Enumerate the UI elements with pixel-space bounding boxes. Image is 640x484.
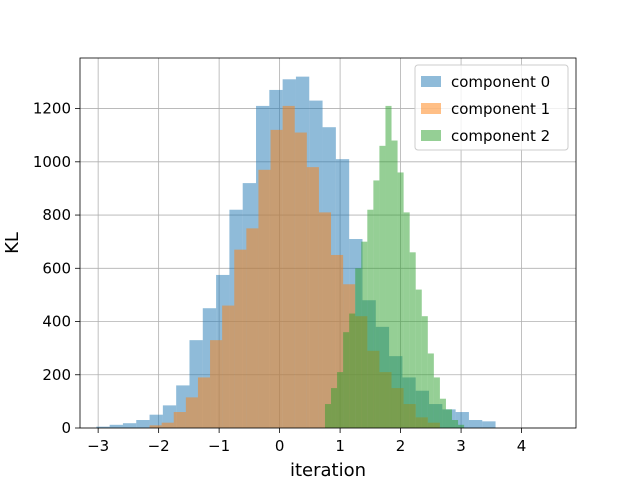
x-tick-label: 1 — [335, 437, 345, 455]
histogram-bar — [482, 421, 496, 428]
x-tick-label: 2 — [396, 437, 406, 455]
x-tick-label: −2 — [148, 437, 170, 455]
y-tick-label: 800 — [42, 206, 71, 224]
histogram-bar — [409, 252, 416, 428]
histogram-bar — [427, 353, 434, 428]
histogram-bar — [337, 372, 344, 428]
legend-swatch — [421, 103, 441, 114]
histogram-bar — [331, 388, 338, 428]
series-2-bars — [324, 105, 465, 428]
legend-box — [414, 64, 569, 151]
legend-label: component 2 — [451, 127, 550, 145]
histogram-bar — [109, 424, 123, 428]
y-tick-label: 0 — [61, 419, 71, 437]
histogram-bar — [234, 249, 247, 428]
histogram-bar — [161, 422, 174, 428]
histogram-bar — [149, 425, 162, 428]
histogram-bar — [324, 404, 332, 428]
histogram-bar — [458, 424, 465, 428]
legend-swatch — [421, 76, 441, 87]
histogram-bar — [222, 305, 235, 428]
y-tick-label: 200 — [42, 366, 71, 384]
legend: component 0 component 1 component 2 — [414, 64, 569, 151]
x-tick-label: −1 — [208, 437, 230, 455]
histogram-bar — [173, 412, 186, 428]
histogram-bar — [149, 414, 163, 428]
plot-frame — [79, 57, 577, 429]
y-tick-label: 1200 — [33, 100, 71, 118]
histogram-bars — [96, 76, 496, 429]
histogram-bar — [96, 426, 110, 428]
histogram-bar — [136, 420, 150, 428]
x-axis-label: iteration — [290, 460, 366, 480]
histogram-bar — [433, 377, 440, 428]
x-tick-label: 4 — [517, 437, 527, 455]
y-tick-label: 400 — [42, 313, 71, 331]
legend-label: component 0 — [451, 73, 550, 91]
histogram-bar — [439, 398, 446, 428]
x-tick-label: −3 — [87, 437, 109, 455]
histogram-bar — [246, 228, 259, 428]
histogram-bar — [403, 212, 410, 428]
histogram-bar — [379, 145, 386, 428]
histogram-bar — [355, 268, 362, 428]
histogram-bar — [385, 105, 392, 428]
histogram-bar — [361, 241, 368, 428]
histogram-bar — [197, 377, 211, 428]
histogram-bar — [455, 412, 469, 428]
histogram-bar — [162, 405, 177, 428]
histogram-bar — [258, 169, 271, 428]
x-tick-label: 0 — [275, 437, 285, 455]
histogram-bar — [270, 129, 283, 429]
histogram-bar — [318, 212, 332, 428]
histogram-bar — [349, 313, 356, 428]
histogram-bar — [373, 180, 380, 428]
histogram-bar — [452, 420, 459, 428]
histogram-bar — [397, 172, 404, 428]
histogram-bar — [306, 167, 319, 428]
histogram-bar — [391, 140, 398, 428]
histogram-bar — [210, 340, 223, 428]
histogram-bar — [468, 420, 483, 428]
histogram-bar — [421, 316, 428, 428]
histogram-bar — [294, 132, 307, 428]
legend-label: component 1 — [451, 100, 550, 118]
histogram-bar — [185, 397, 198, 428]
y-axis-label: KL — [2, 232, 23, 254]
histogram-bar — [415, 289, 422, 428]
histogram-bar — [282, 105, 295, 428]
y-tick-label: 1000 — [33, 153, 71, 171]
axis-ticks: −3 −2 −1 0 1 2 3 4 0 200 400 600 800 1000 1200 — [33, 100, 527, 455]
x-tick-label: 3 — [456, 437, 466, 455]
histogram-bar — [445, 409, 452, 428]
histogram-bar — [122, 423, 137, 428]
y-tick-label: 600 — [42, 259, 71, 277]
legend-swatch — [421, 130, 441, 141]
histogram-bar — [343, 332, 350, 428]
histogram-bar — [367, 209, 374, 428]
